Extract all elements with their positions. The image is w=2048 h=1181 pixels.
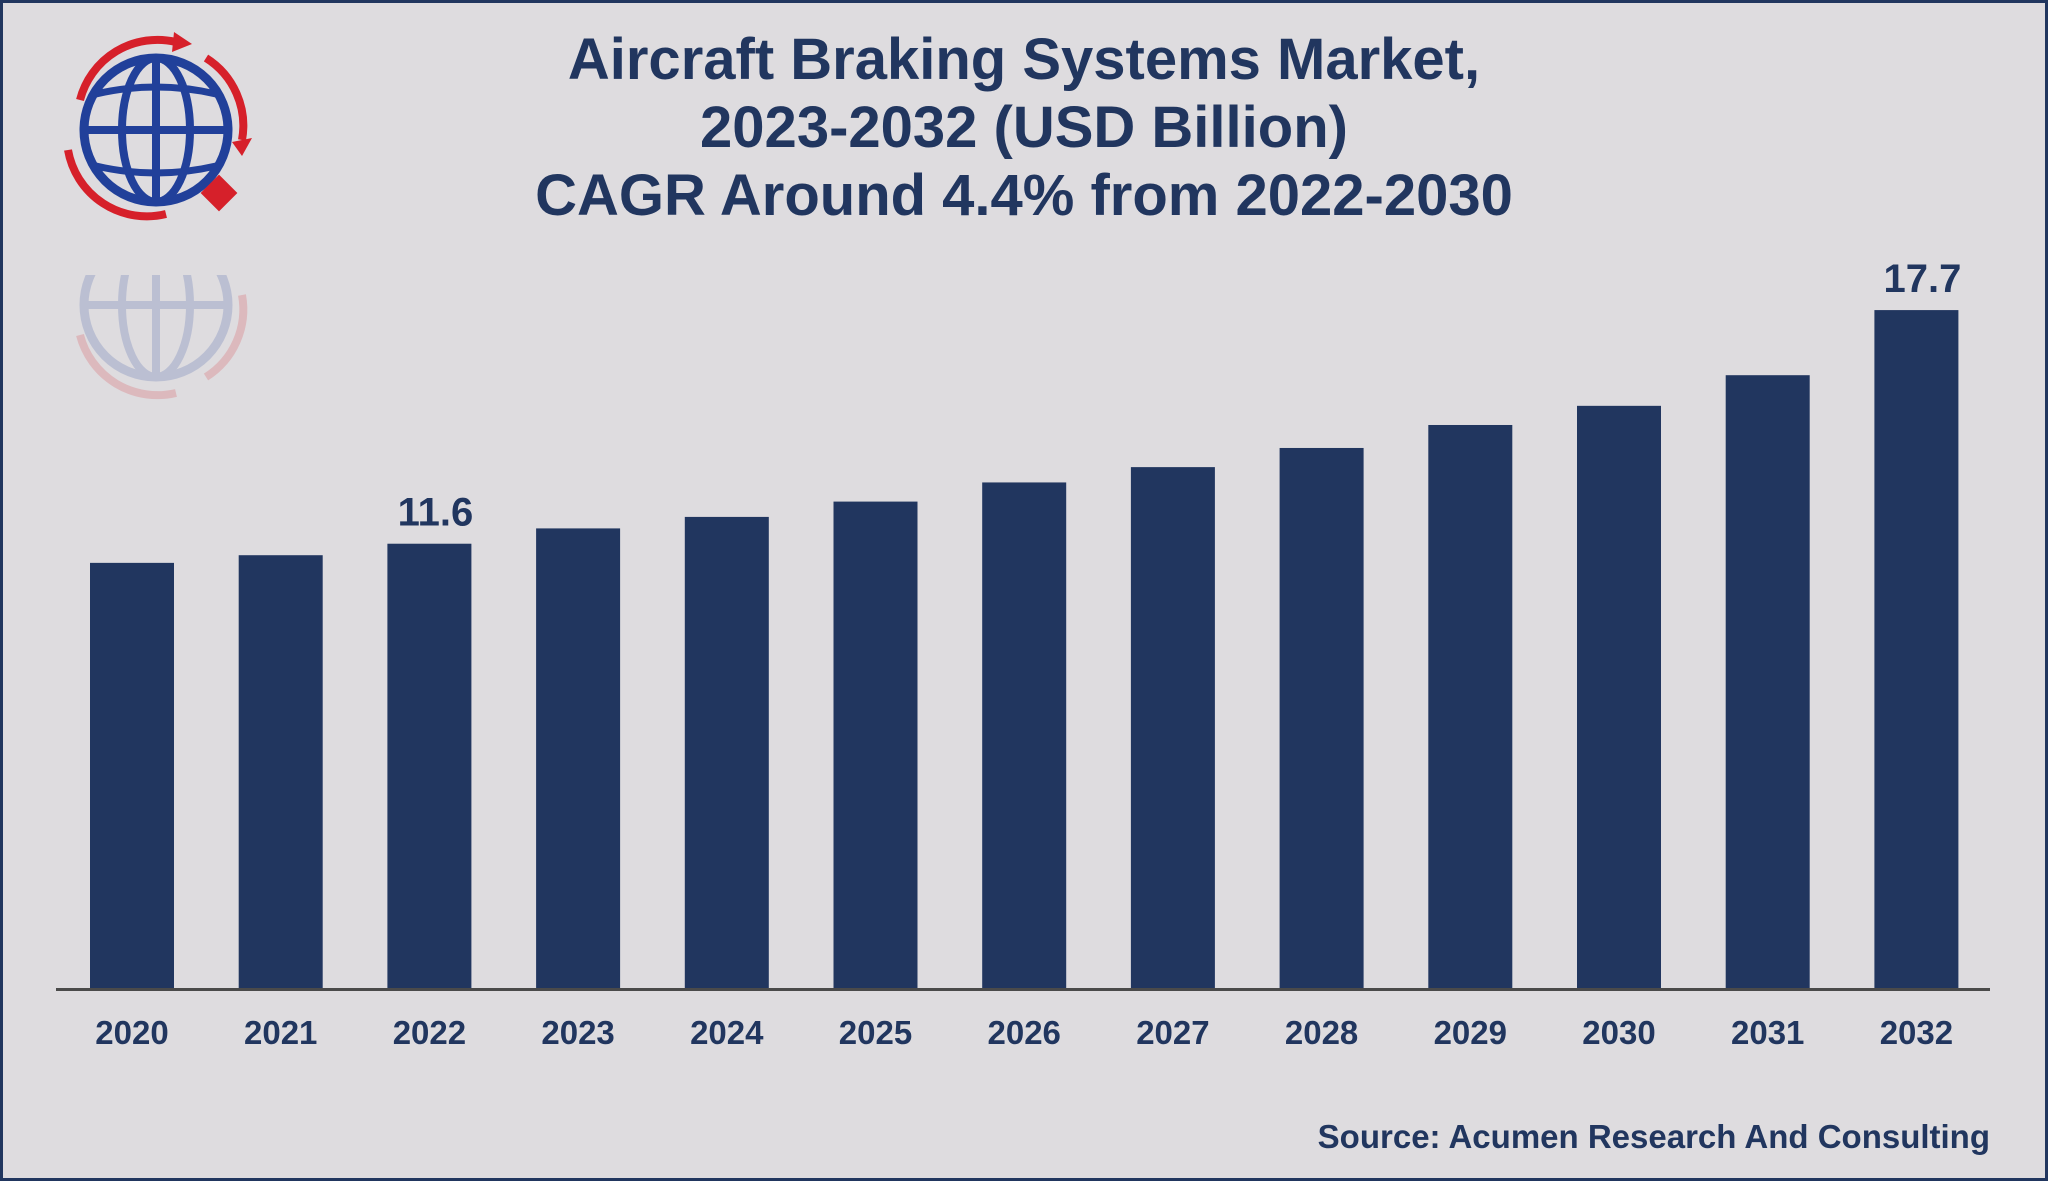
chart-title-line-2: 2023-2032 (USD Billion): [700, 95, 1348, 160]
bar-2027: [1130, 467, 1215, 988]
source-note: Source: Acumen Research And Consulting: [1317, 1118, 1990, 1155]
x-tick-label-2025: 2025: [839, 1014, 912, 1051]
x-tick-label-2029: 2029: [1434, 1014, 1507, 1051]
bar-2032: [1874, 310, 1959, 989]
bar-2022: [387, 543, 472, 988]
x-tick-label-2031: 2031: [1731, 1014, 1804, 1051]
data-label-2022: 11.6: [398, 491, 474, 535]
bar-2026: [982, 482, 1067, 988]
bar-2025: [833, 501, 918, 988]
bars-group: [90, 310, 1959, 989]
x-tick-label-2028: 2028: [1285, 1014, 1358, 1051]
data-label-2032: 17.7: [1883, 257, 1961, 301]
x-tick-label-2021: 2021: [244, 1014, 317, 1051]
bar-2028: [1279, 447, 1364, 989]
globe-logo-icon: [56, 30, 256, 235]
x-tick-label-2020: 2020: [95, 1014, 168, 1051]
bar-2020: [90, 562, 174, 988]
bar-2021: [238, 555, 323, 988]
bar-2029: [1428, 424, 1513, 988]
chart-title-line-3: CAGR Around 4.4% from 2022-2030: [535, 163, 1513, 228]
value-labels-group: 11.6 17.7: [398, 257, 1962, 535]
bar-2030: [1577, 405, 1661, 989]
x-tick-labels-group: 2020 2021 2022 2023 2024 2025 2026 2027 2028 2029…: [95, 1014, 1953, 1051]
x-tick-label-2023: 2023: [541, 1014, 614, 1051]
bar-2023: [536, 528, 621, 988]
x-tick-label-2027: 2027: [1136, 1014, 1209, 1051]
bar-2024: [684, 516, 769, 988]
x-tick-label-2032: 2032: [1880, 1014, 1953, 1051]
x-tick-label-2030: 2030: [1582, 1014, 1655, 1051]
bar-2031: [1725, 375, 1810, 988]
chart-title: Aircraft Braking Systems Market, 2023-20…: [400, 26, 1648, 230]
chart-title-line-1: Aircraft Braking Systems Market,: [567, 27, 1481, 92]
x-tick-label-2022: 2022: [393, 1014, 466, 1051]
x-tick-label-2026: 2026: [987, 1014, 1060, 1051]
x-tick-label-2024: 2024: [690, 1014, 764, 1051]
